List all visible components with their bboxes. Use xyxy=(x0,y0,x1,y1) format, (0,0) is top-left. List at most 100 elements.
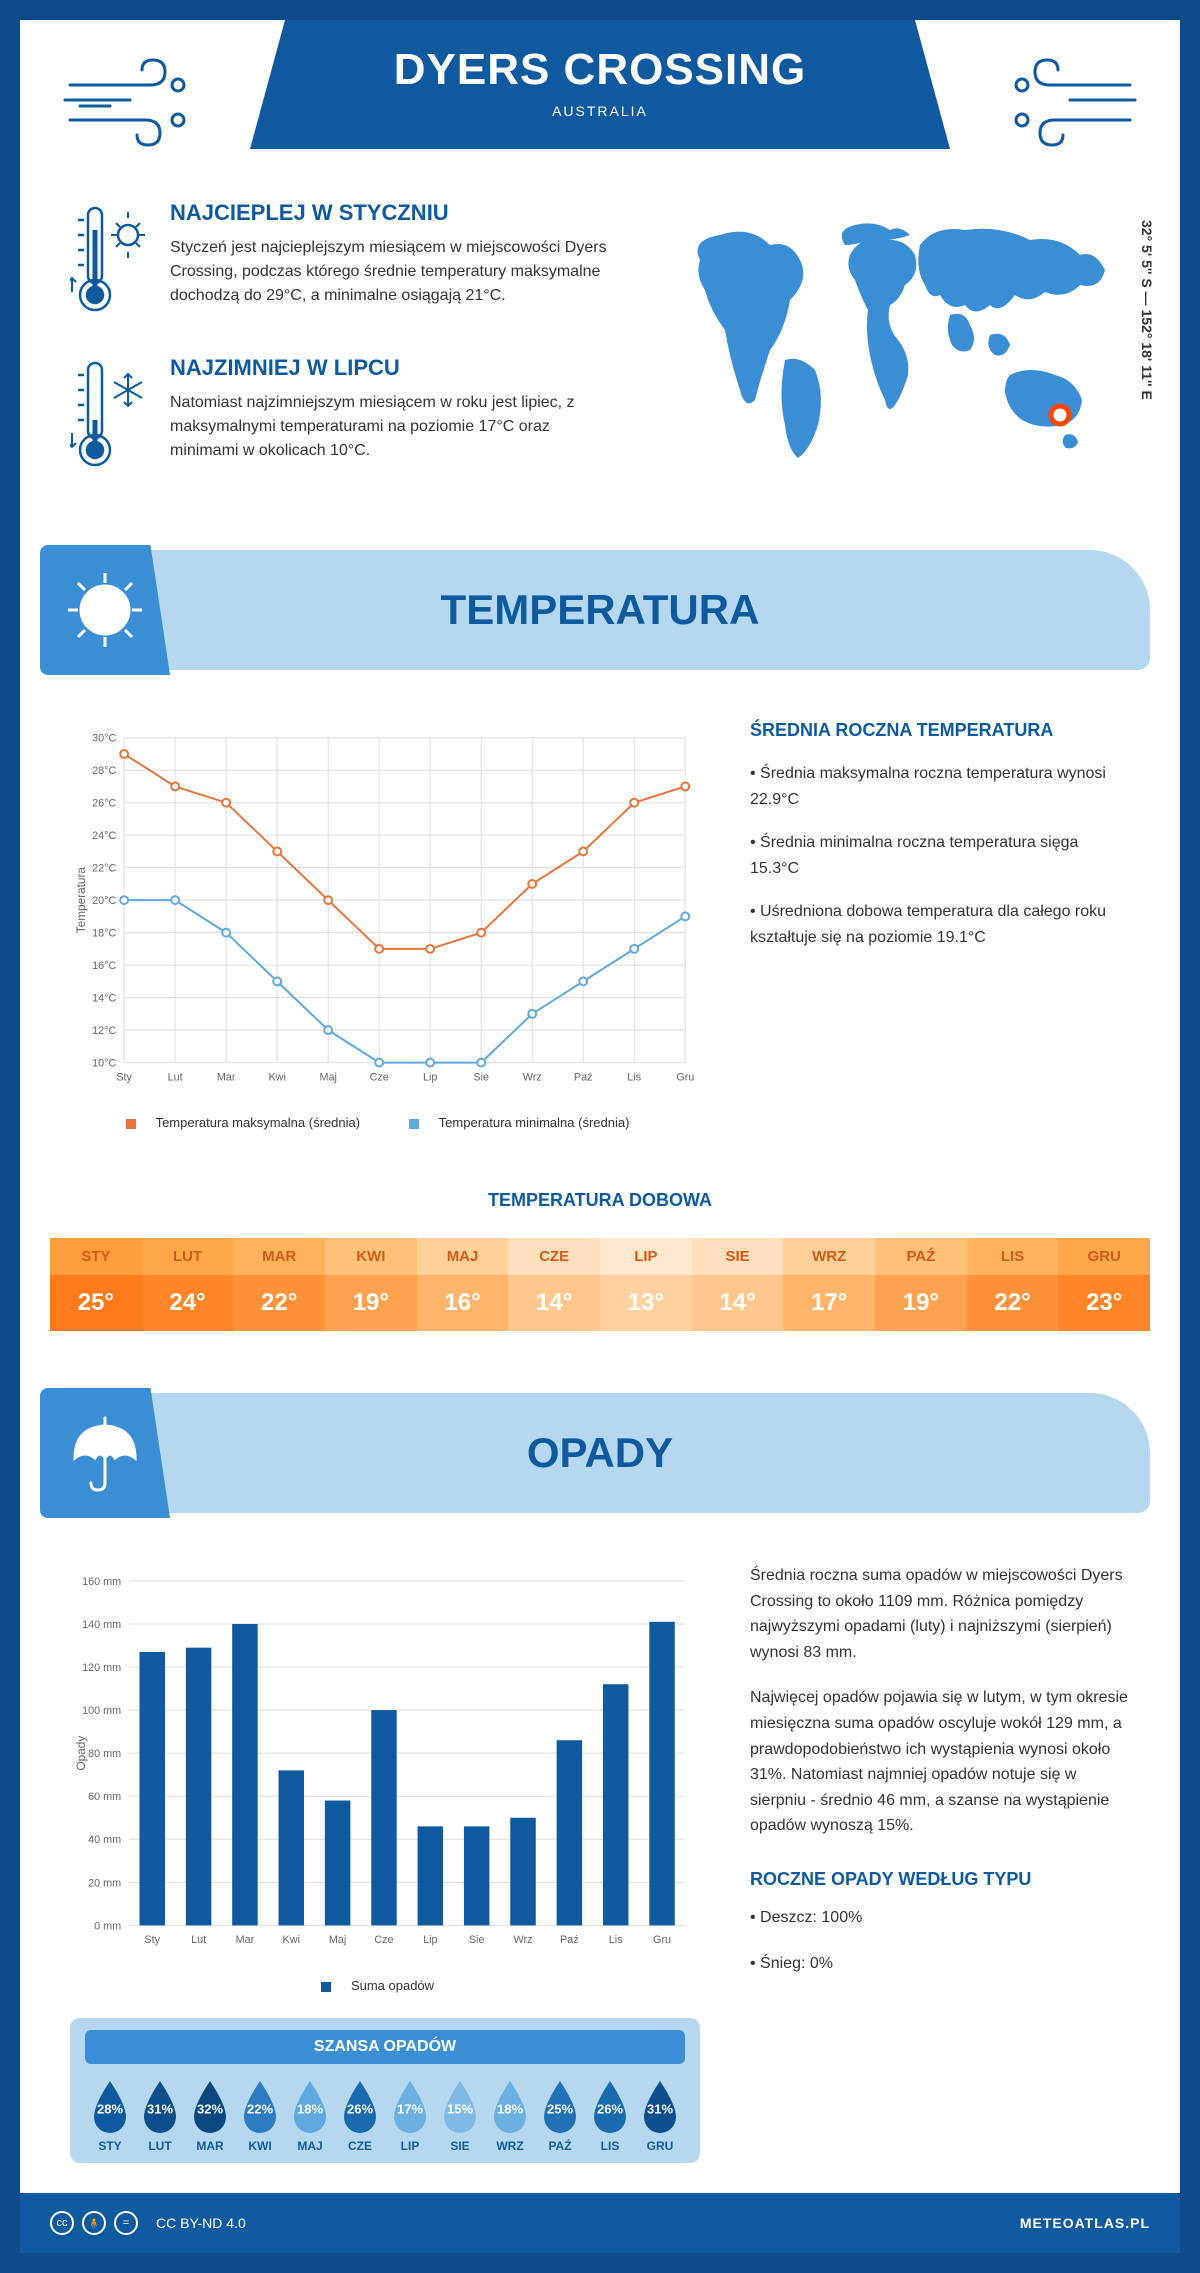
chance-month: LIP xyxy=(388,2139,432,2153)
daily-cell: GRU 23° xyxy=(1058,1226,1150,1343)
daily-month: MAJ xyxy=(417,1238,509,1275)
location-country: AUSTRALIA xyxy=(330,103,870,119)
intro-section: NAJCIEPLEJ W STYCZNIU Styczeń jest najci… xyxy=(20,170,1180,550)
svg-text:Lip: Lip xyxy=(423,1934,437,1946)
svg-text:22°C: 22°C xyxy=(92,863,116,875)
daily-cell: LIS 22° xyxy=(967,1226,1059,1343)
chance-month: MAR xyxy=(188,2139,232,2153)
svg-text:24°C: 24°C xyxy=(92,830,116,842)
svg-text:Gru: Gru xyxy=(676,1071,694,1083)
raindrop-icon: 31% xyxy=(138,2079,182,2133)
chance-title: SZANSA OPADÓW xyxy=(85,2030,685,2064)
svg-text:Lis: Lis xyxy=(627,1071,641,1083)
svg-text:Kwi: Kwi xyxy=(268,1071,285,1083)
temp-stats-title: ŚREDNIA ROCZNA TEMPERATURA xyxy=(750,720,1130,741)
chance-cell: 25% PAŹ xyxy=(538,2079,582,2153)
chance-month: SIE xyxy=(438,2139,482,2153)
svg-text:80 mm: 80 mm xyxy=(88,1748,121,1760)
svg-text:Maj: Maj xyxy=(329,1934,346,1946)
thermometer-sun-icon xyxy=(70,200,150,325)
intro-text-column: NAJCIEPLEJ W STYCZNIU Styczeń jest najci… xyxy=(70,200,610,510)
svg-text:Wrz: Wrz xyxy=(514,1934,533,1946)
daily-month: PAŹ xyxy=(875,1238,967,1275)
daily-value: 14° xyxy=(508,1275,600,1331)
raindrop-icon: 32% xyxy=(188,2079,232,2133)
chance-row: 28% STY 31% LUT 32% MAR 22% KWI 18% MAJ … xyxy=(85,2079,685,2153)
chance-cell: 15% SIE xyxy=(438,2079,482,2153)
cc-icon: cc xyxy=(50,2211,74,2235)
location-title: DYERS CROSSING xyxy=(330,45,870,95)
nd-icon: = xyxy=(114,2211,138,2235)
daily-cell: SIE 14° xyxy=(692,1226,784,1343)
svg-text:Cze: Cze xyxy=(374,1934,393,1946)
temperature-legend: Temperatura maksymalna (średnia) Tempera… xyxy=(70,1115,700,1130)
legend-min-label: Temperatura minimalna (średnia) xyxy=(439,1115,630,1130)
daily-value: 14° xyxy=(692,1275,784,1331)
chance-value: 26% xyxy=(347,2101,373,2116)
temp-stat-item: • Średnia minimalna roczna temperatura s… xyxy=(750,830,1130,881)
daily-value: 16° xyxy=(417,1275,509,1331)
license-text: CC BY-ND 4.0 xyxy=(156,2215,246,2231)
svg-text:28°C: 28°C xyxy=(92,765,116,777)
temperature-stats: ŚREDNIA ROCZNA TEMPERATURA • Średnia mak… xyxy=(750,720,1130,1130)
svg-text:10°C: 10°C xyxy=(92,1058,116,1070)
daily-value: 25° xyxy=(50,1275,142,1331)
daily-cell: STY 25° xyxy=(50,1226,142,1343)
daily-month: LUT xyxy=(142,1238,234,1275)
daily-cell: LUT 24° xyxy=(142,1226,234,1343)
precipitation-legend: Suma opadów xyxy=(70,1978,700,1993)
chance-month: GRU xyxy=(638,2139,682,2153)
raindrop-icon: 22% xyxy=(238,2079,282,2133)
warmest-block: NAJCIEPLEJ W STYCZNIU Styczeń jest najci… xyxy=(70,200,610,325)
infographic-page: DYERS CROSSING AUSTRALIA xyxy=(20,20,1180,2253)
coldest-text: Natomiast najzimniejszym miesiącem w rok… xyxy=(170,391,610,463)
daily-value: 24° xyxy=(142,1275,234,1331)
chance-value: 26% xyxy=(597,2101,623,2116)
svg-text:Lis: Lis xyxy=(609,1934,623,1946)
daily-value: 17° xyxy=(783,1275,875,1331)
chance-cell: 28% STY xyxy=(88,2079,132,2153)
temp-stat-item: • Uśredniona dobowa temperatura dla całe… xyxy=(750,899,1130,950)
coldest-block: NAJZIMNIEJ W LIPCU Natomiast najzimniejs… xyxy=(70,355,610,480)
thermometer-snow-icon xyxy=(70,355,150,480)
svg-text:Paź: Paź xyxy=(560,1934,579,1946)
chance-month: CZE xyxy=(338,2139,382,2153)
chance-value: 17% xyxy=(397,2101,423,2116)
chance-value: 32% xyxy=(197,2101,223,2116)
daily-month: GRU xyxy=(1058,1238,1150,1275)
temperature-line-chart: 10°C12°C14°C16°C18°C20°C22°C24°C26°C28°C… xyxy=(70,720,700,1100)
daily-cell: MAJ 16° xyxy=(417,1226,509,1343)
chance-cell: 17% LIP xyxy=(388,2079,432,2153)
raindrop-icon: 25% xyxy=(538,2079,582,2133)
daily-value: 22° xyxy=(967,1275,1059,1331)
temperature-title: TEMPERATURA xyxy=(50,586,1150,634)
chance-cell: 26% CZE xyxy=(338,2079,382,2153)
daily-cell: MAR 22° xyxy=(233,1226,325,1343)
svg-text:12°C: 12°C xyxy=(92,1025,116,1037)
wind-icon-right xyxy=(1000,50,1140,150)
wind-icon-left xyxy=(60,50,200,150)
svg-text:Kwi: Kwi xyxy=(283,1934,300,1946)
precip-type-item: • Deszcz: 100% xyxy=(750,1905,1130,1931)
raindrop-icon: 15% xyxy=(438,2079,482,2133)
chance-cell: 22% KWI xyxy=(238,2079,282,2153)
chance-value: 31% xyxy=(647,2101,673,2116)
svg-text:Lip: Lip xyxy=(423,1071,437,1083)
raindrop-icon: 18% xyxy=(488,2079,532,2133)
daily-month: WRZ xyxy=(783,1238,875,1275)
raindrop-icon: 18% xyxy=(288,2079,332,2133)
precipitation-bar-chart: 0 mm20 mm40 mm60 mm80 mm100 mm120 mm140 … xyxy=(70,1563,700,1963)
svg-text:18°C: 18°C xyxy=(92,928,116,940)
daily-value: 23° xyxy=(1058,1275,1150,1331)
svg-text:Sty: Sty xyxy=(144,1934,160,1946)
umbrella-icon xyxy=(40,1388,170,1518)
chance-cell: 32% MAR xyxy=(188,2079,232,2153)
header: DYERS CROSSING AUSTRALIA xyxy=(20,20,1180,170)
daily-cell: LIP 13° xyxy=(600,1226,692,1343)
chance-value: 31% xyxy=(147,2101,173,2116)
chance-value: 18% xyxy=(297,2101,323,2116)
coordinates: 32° 5' 5'' S — 152° 18' 11'' E xyxy=(1139,220,1155,400)
temperature-content: 10°C12°C14°C16°C18°C20°C22°C24°C26°C28°C… xyxy=(20,700,1180,1170)
by-icon: 🧍 xyxy=(82,2211,106,2235)
svg-text:14°C: 14°C xyxy=(92,993,116,1005)
